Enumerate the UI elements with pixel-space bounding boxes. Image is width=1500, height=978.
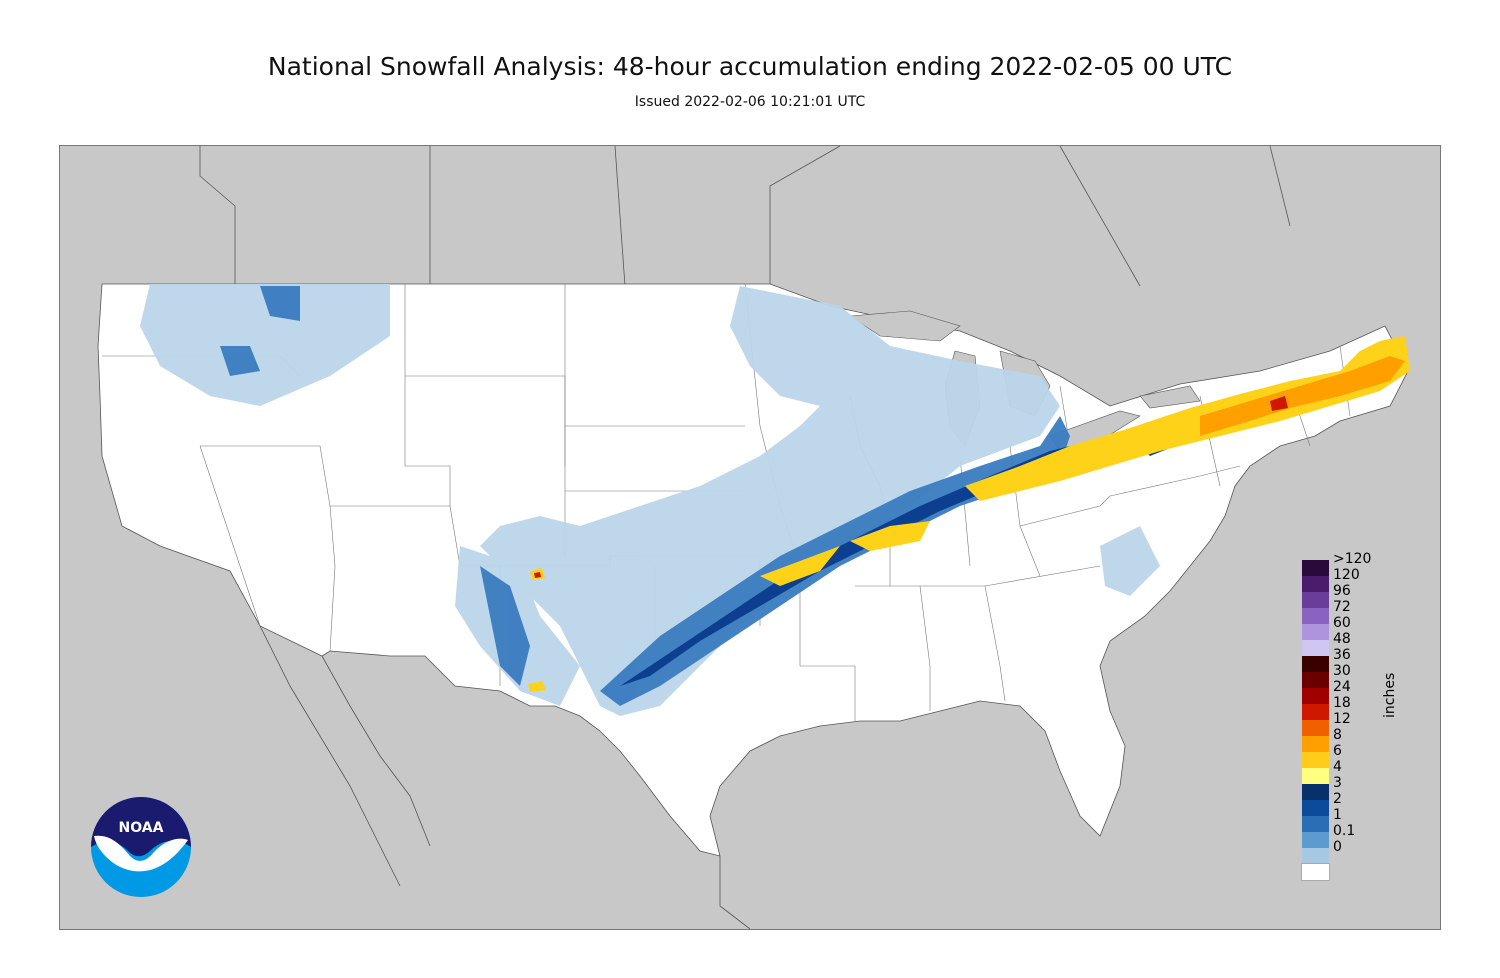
- legend-item: 72: [1302, 599, 1422, 624]
- legend-unit: inches: [1382, 672, 1398, 718]
- legend-swatch: [1302, 608, 1329, 624]
- legend-swatch: [1302, 624, 1329, 640]
- legend-label: 12: [1333, 711, 1351, 727]
- legend-item: 6: [1302, 743, 1422, 768]
- legend-swatch: [1302, 560, 1329, 576]
- legend-item: >120: [1302, 551, 1422, 576]
- legend-label: 24: [1333, 679, 1351, 695]
- map-graphic: [97, 146, 1410, 929]
- legend-item: 18: [1302, 695, 1422, 720]
- country-outlines: [199, 146, 1291, 287]
- legend-label: 72: [1333, 599, 1351, 615]
- legend-label: 3: [1333, 775, 1342, 791]
- legend-label: 48: [1333, 631, 1351, 647]
- legend-label: 30: [1333, 663, 1351, 679]
- snow-red: [534, 396, 1288, 578]
- noaa-logo: NOAA: [90, 796, 192, 898]
- legend-item: 12: [1302, 711, 1422, 736]
- legend-item: 48: [1302, 631, 1422, 656]
- legend-label: 120: [1333, 567, 1360, 583]
- legend-label: 60: [1333, 615, 1351, 631]
- legend-label: 96: [1333, 583, 1351, 599]
- legend-swatch: [1302, 720, 1329, 736]
- legend-item: [1301, 863, 1422, 881]
- legend-label: 0.1: [1333, 823, 1356, 839]
- legend-swatch: [1302, 656, 1329, 672]
- legend-label: >120: [1333, 551, 1372, 567]
- legend-swatch: [1302, 848, 1329, 864]
- mexico-outline: [259, 625, 751, 929]
- legend-item: 30: [1302, 663, 1422, 688]
- legend-item: 120: [1302, 567, 1422, 592]
- legend-item: 0: [1302, 839, 1422, 864]
- legend-item: 4: [1302, 759, 1422, 784]
- legend-swatch: [1302, 704, 1329, 720]
- map-title: National Snowfall Analysis: 48-hour accu…: [267, 52, 1233, 81]
- legend-swatch: [1302, 832, 1329, 848]
- svg-text:NOAA: NOAA: [119, 820, 164, 836]
- snow-yellow: [528, 336, 1410, 692]
- legend-swatch: [1302, 592, 1329, 608]
- legend-label: 8: [1333, 727, 1342, 743]
- noaa-logo-icon: NOAA: [91, 797, 191, 897]
- legend-item: 60: [1302, 615, 1422, 640]
- legend-item: 96: [1302, 583, 1422, 608]
- legend-item: 1: [1302, 807, 1422, 832]
- legend-swatch: [1302, 784, 1329, 800]
- legend-swatch: [1301, 863, 1330, 881]
- legend-label: 1: [1333, 807, 1342, 823]
- legend-swatch: [1302, 672, 1329, 688]
- legend-swatch: [1302, 752, 1329, 768]
- legend-label: 18: [1333, 695, 1351, 711]
- legend-swatch: [1302, 816, 1329, 832]
- legend-item: 8: [1302, 727, 1422, 752]
- legend-label: 0: [1333, 839, 1342, 855]
- legend-item: 2: [1302, 791, 1422, 816]
- snow-orange: [1200, 356, 1405, 436]
- legend-label: 2: [1333, 791, 1342, 807]
- legend-item: 3: [1302, 775, 1422, 800]
- legend-swatch: [1302, 736, 1329, 752]
- legend-swatch: [1302, 640, 1329, 656]
- legend-swatch: [1302, 688, 1329, 704]
- legend-item: 24: [1302, 679, 1422, 704]
- legend-item: 0.1: [1302, 823, 1422, 848]
- snowfall-map: [59, 145, 1441, 930]
- issued-timestamp: Issued 2022-02-06 10:21:01 UTC: [634, 94, 866, 110]
- legend-label: 4: [1333, 759, 1342, 775]
- legend-swatch: [1302, 768, 1329, 784]
- legend-label: 6: [1333, 743, 1342, 759]
- legend-label: 36: [1333, 647, 1351, 663]
- legend-swatch: [1302, 576, 1329, 592]
- legend-swatch: [1302, 800, 1329, 816]
- legend-item: 36: [1302, 647, 1422, 672]
